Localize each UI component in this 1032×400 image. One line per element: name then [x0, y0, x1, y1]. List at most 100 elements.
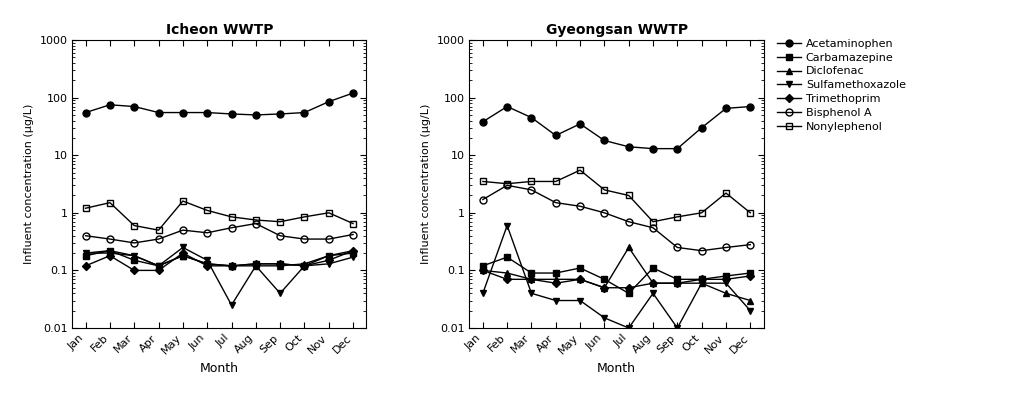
Nonylephenol: [599, 188, 611, 192]
Trimethoprim: [104, 253, 117, 258]
Bisphenol A: [201, 230, 214, 235]
Acetaminophen: [550, 133, 562, 138]
Diclofenac: [323, 253, 335, 258]
Acetaminophen: [298, 110, 311, 115]
Diclofenac: [550, 277, 562, 282]
Bisphenol A: [104, 237, 117, 242]
Diclofenac: [298, 262, 311, 266]
Bisphenol A: [250, 221, 262, 226]
Acetaminophen: [347, 91, 359, 96]
Nonylephenol: [128, 223, 140, 228]
Trimethoprim: [250, 262, 262, 266]
Nonylephenol: [273, 219, 286, 224]
Trimethoprim: [323, 258, 335, 263]
Bisphenol A: [574, 204, 586, 209]
Carbamazepine: [550, 271, 562, 276]
Diclofenac: [128, 253, 140, 258]
Carbamazepine: [719, 274, 732, 278]
Sulfamethoxazole: [719, 281, 732, 286]
Nonylephenol: [501, 181, 513, 186]
Bisphenol A: [79, 233, 92, 238]
Bisphenol A: [696, 248, 708, 253]
Nonylephenol: [225, 214, 237, 219]
Nonylephenol: [696, 210, 708, 215]
Trimethoprim: [153, 268, 165, 273]
Nonylephenol: [176, 199, 189, 204]
Nonylephenol: [574, 168, 586, 172]
Sulfamethoxazole: [744, 308, 756, 313]
Acetaminophen: [647, 146, 659, 151]
Carbamazepine: [128, 258, 140, 263]
Sulfamethoxazole: [347, 255, 359, 260]
Carbamazepine: [744, 271, 756, 276]
Sulfamethoxazole: [250, 264, 262, 268]
Line: Diclofenac: Diclofenac: [479, 244, 753, 304]
Trimethoprim: [225, 264, 237, 268]
Diclofenac: [176, 253, 189, 258]
Title: Gyeongsan WWTP: Gyeongsan WWTP: [546, 24, 687, 38]
Carbamazepine: [671, 277, 683, 282]
Carbamazepine: [323, 253, 335, 258]
Carbamazepine: [298, 264, 311, 268]
Carbamazepine: [201, 262, 214, 266]
Line: Trimethoprim: Trimethoprim: [83, 248, 356, 273]
Sulfamethoxazole: [574, 298, 586, 303]
Carbamazepine: [79, 253, 92, 258]
Acetaminophen: [323, 99, 335, 104]
Line: Diclofenac: Diclofenac: [83, 247, 357, 269]
Legend: Acetaminophen, Carbamazepine, Diclofenac, Sulfamethoxazole, Trimethoprim, Bisphe: Acetaminophen, Carbamazepine, Diclofenac…: [773, 34, 910, 136]
Diclofenac: [647, 281, 659, 286]
Acetaminophen: [225, 112, 237, 116]
Carbamazepine: [477, 264, 489, 268]
Nonylephenol: [323, 210, 335, 215]
Diclofenac: [201, 262, 214, 266]
Sulfamethoxazole: [525, 291, 538, 296]
Sulfamethoxazole: [599, 316, 611, 320]
Bisphenol A: [153, 237, 165, 242]
Trimethoprim: [744, 274, 756, 278]
Carbamazepine: [647, 266, 659, 270]
Trimethoprim: [647, 281, 659, 286]
Acetaminophen: [696, 125, 708, 130]
Sulfamethoxazole: [225, 303, 237, 308]
Diclofenac: [671, 281, 683, 286]
Bisphenol A: [323, 237, 335, 242]
Acetaminophen: [201, 110, 214, 115]
Diclofenac: [273, 264, 286, 268]
X-axis label: Month: Month: [200, 362, 238, 375]
Acetaminophen: [501, 104, 513, 109]
Bisphenol A: [525, 188, 538, 192]
Trimethoprim: [501, 277, 513, 282]
Nonylephenol: [79, 206, 92, 211]
Acetaminophen: [719, 106, 732, 111]
Sulfamethoxazole: [501, 223, 513, 228]
Trimethoprim: [477, 268, 489, 273]
Trimethoprim: [201, 264, 214, 268]
Trimethoprim: [719, 277, 732, 282]
Line: Bisphenol A: Bisphenol A: [83, 220, 357, 246]
Carbamazepine: [225, 264, 237, 268]
Carbamazepine: [347, 251, 359, 256]
Acetaminophen: [273, 112, 286, 116]
Diclofenac: [696, 281, 708, 286]
Sulfamethoxazole: [622, 326, 635, 330]
Acetaminophen: [574, 122, 586, 126]
Y-axis label: Influent concentration (μg/L): Influent concentration (μg/L): [24, 104, 34, 264]
Nonylephenol: [525, 179, 538, 184]
Bisphenol A: [671, 245, 683, 250]
Diclofenac: [250, 264, 262, 268]
Carbamazepine: [273, 262, 286, 266]
Acetaminophen: [153, 110, 165, 115]
Trimethoprim: [298, 264, 311, 268]
Bisphenol A: [550, 200, 562, 205]
Nonylephenol: [719, 191, 732, 196]
Sulfamethoxazole: [671, 326, 683, 330]
Bisphenol A: [298, 237, 311, 242]
Diclofenac: [501, 271, 513, 276]
Bisphenol A: [477, 197, 489, 202]
Line: Bisphenol A: Bisphenol A: [479, 182, 753, 254]
Trimethoprim: [273, 262, 286, 266]
Nonylephenol: [153, 228, 165, 232]
Line: Trimethoprim: Trimethoprim: [480, 268, 753, 290]
Acetaminophen: [744, 104, 756, 109]
